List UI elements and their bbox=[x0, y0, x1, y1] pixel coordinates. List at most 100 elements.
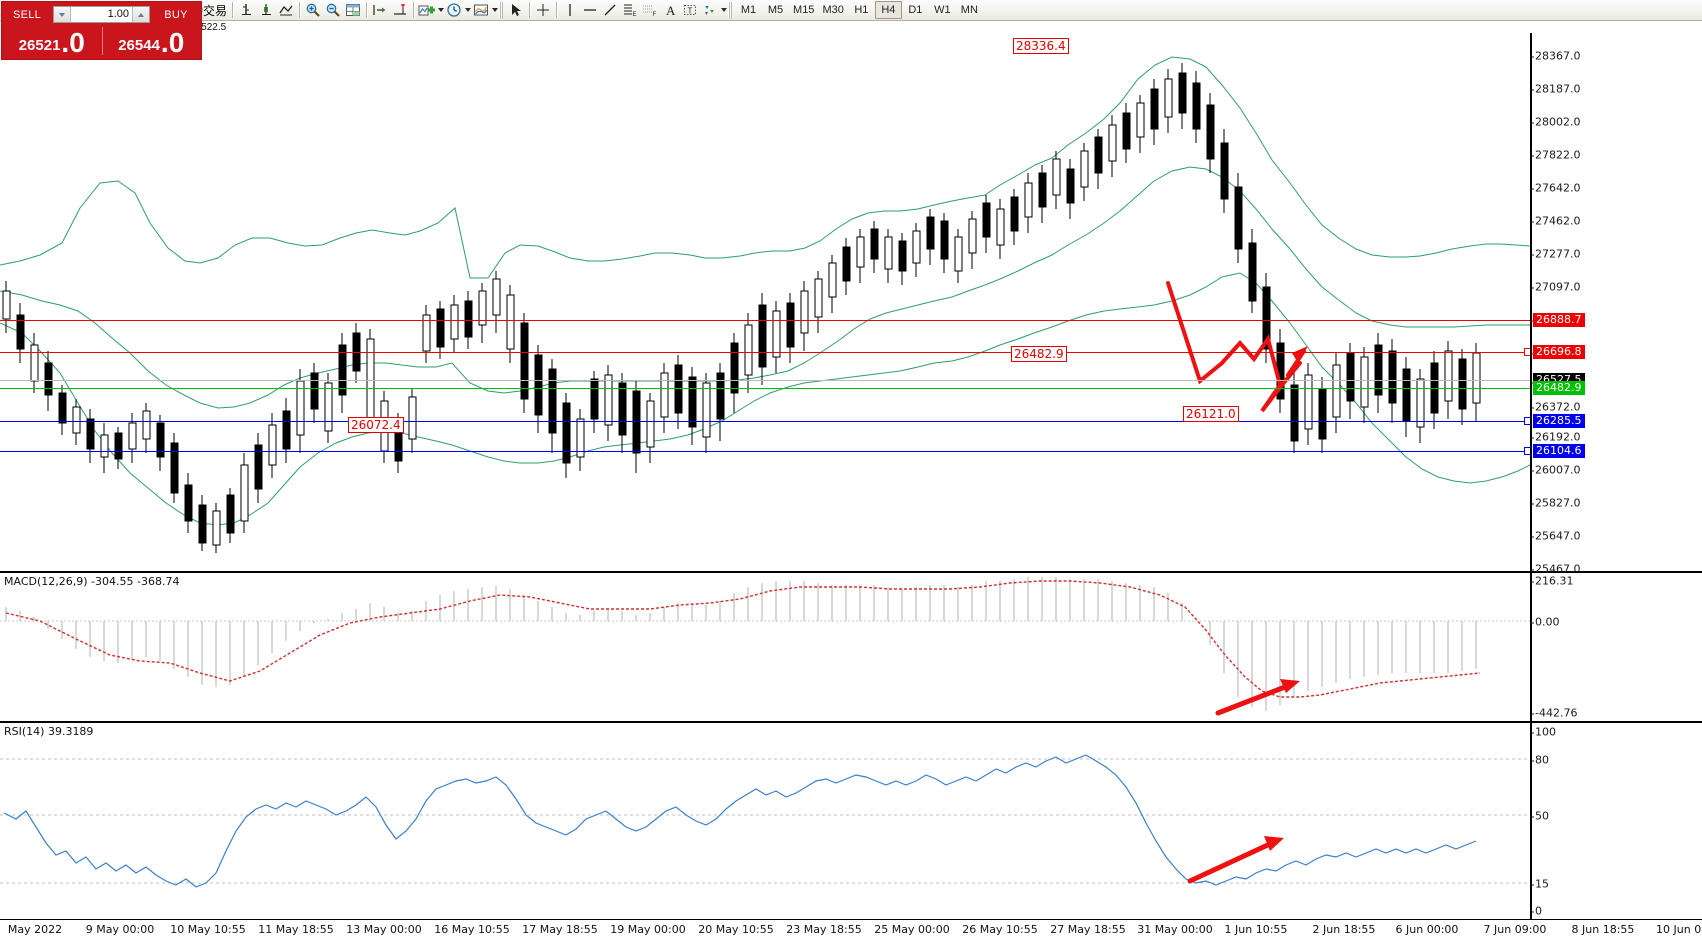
order-panel-top-row[interactable]: SELL 1.00 BUY bbox=[2, 2, 201, 25]
shapes-icon[interactable] bbox=[700, 1, 720, 20]
toolbar-separator bbox=[232, 2, 234, 18]
price-pane[interactable]: 28336.4 26482.9 26072.4 26121.0 28367.0 … bbox=[0, 33, 1702, 576]
volume-value[interactable]: 1.00 bbox=[107, 8, 129, 20]
price-tag-26888[interactable]: 26888.7 bbox=[1533, 313, 1585, 327]
price-scale[interactable]: 28367.0 28187.0 28002.0 27822.0 27642.0 … bbox=[1530, 33, 1702, 576]
line-handle-26285[interactable] bbox=[1524, 417, 1530, 425]
indicators-dropdown-caret-icon[interactable] bbox=[438, 8, 445, 12]
time-label: 16 May 10:55 bbox=[434, 923, 510, 936]
price-plot[interactable]: 28336.4 26482.9 26072.4 26121.0 bbox=[0, 33, 1530, 571]
annotation-26482[interactable]: 26482.9 bbox=[1011, 346, 1067, 362]
trend-line-icon[interactable] bbox=[600, 1, 620, 20]
buy-button[interactable]: BUY bbox=[164, 8, 188, 21]
macd-plot[interactable] bbox=[0, 573, 1530, 721]
annotation-28336[interactable]: 28336.4 bbox=[1013, 38, 1069, 54]
support-line-26285[interactable] bbox=[0, 421, 1530, 422]
horizontal-line-icon[interactable] bbox=[580, 1, 600, 20]
macd-scale[interactable]: 216.31 0.00 -442.76 bbox=[1530, 573, 1702, 721]
rsi-tick: 100 bbox=[1531, 725, 1556, 739]
price-tag-26104[interactable]: 26104.6 bbox=[1533, 444, 1585, 458]
line-handle-26104[interactable] bbox=[1524, 447, 1530, 455]
templates-icon[interactable] bbox=[471, 1, 491, 20]
line-chart-icon[interactable] bbox=[276, 1, 296, 20]
price-tag-26482[interactable]: 26482.9 bbox=[1533, 381, 1585, 395]
templates-dropdown-caret-icon[interactable] bbox=[492, 8, 499, 12]
annotation-26072[interactable]: 26072.4 bbox=[348, 417, 404, 433]
chart-container[interactable]: 28336.4 26482.9 26072.4 26121.0 28367.0 … bbox=[0, 33, 1702, 939]
toolbar-separator bbox=[366, 2, 368, 18]
vertical-line-icon[interactable] bbox=[560, 1, 580, 20]
svg-text:F: F bbox=[653, 12, 657, 18]
crosshair-bar-icon[interactable] bbox=[236, 1, 256, 20]
time-axis[interactable]: May 2022 9 May 00:00 10 May 10:55 11 May… bbox=[0, 919, 1702, 939]
zoom-in-icon[interactable] bbox=[303, 1, 323, 20]
rsi-plot[interactable] bbox=[0, 723, 1530, 919]
bollinger-lower-band bbox=[0, 272, 1530, 526]
sell-button[interactable]: SELL bbox=[12, 8, 42, 21]
macd-tick: 0.00 bbox=[1531, 615, 1560, 629]
macd-pane[interactable]: MACD(12,26,9) -304.55 -368.74 bbox=[0, 572, 1702, 722]
cursor-icon[interactable] bbox=[506, 1, 526, 20]
timeframe-d1[interactable]: D1 bbox=[908, 4, 923, 16]
toolbar-grip[interactable] bbox=[499, 1, 504, 19]
time-label: 31 May 00:00 bbox=[1137, 923, 1213, 936]
order-panel-prices[interactable]: 26521 .0 26544 .0 bbox=[2, 25, 201, 57]
resistance-line-26696[interactable] bbox=[0, 352, 1530, 353]
auto-scroll-icon[interactable] bbox=[370, 1, 390, 20]
price-tag-26696[interactable]: 26696.8 bbox=[1533, 345, 1585, 359]
period-dropdown-caret-icon[interactable] bbox=[465, 8, 472, 12]
projection-arrow-macd bbox=[1215, 682, 1293, 716]
toolbar-separator bbox=[556, 2, 558, 18]
volume-increase-icon[interactable] bbox=[132, 7, 149, 22]
crosshair-candle-icon[interactable] bbox=[256, 1, 276, 20]
volume-stepper[interactable]: 1.00 bbox=[53, 6, 150, 23]
period-icon[interactable] bbox=[444, 1, 464, 20]
support-line-26104[interactable] bbox=[0, 451, 1530, 452]
volume-decrease-icon[interactable] bbox=[54, 7, 71, 22]
crosshair-icon[interactable] bbox=[533, 1, 553, 20]
timeframe-m5[interactable]: M5 bbox=[767, 4, 784, 16]
text-icon[interactable]: A bbox=[660, 1, 680, 20]
grid-icon[interactable] bbox=[343, 1, 363, 20]
fibonacci-icon[interactable]: E bbox=[620, 1, 640, 20]
timeframe-w1[interactable]: W1 bbox=[934, 4, 951, 16]
resistance-line-26888[interactable] bbox=[0, 320, 1530, 321]
svg-text:T: T bbox=[688, 7, 693, 16]
sell-price[interactable]: 26521 .0 bbox=[2, 25, 102, 57]
time-label: 1 Jun 10:55 bbox=[1224, 923, 1288, 936]
chart-shift-icon[interactable] bbox=[390, 1, 410, 20]
timeframe-m30[interactable]: M30 bbox=[822, 4, 844, 16]
toolbar-grip[interactable] bbox=[728, 1, 733, 19]
rsi-pane[interactable]: RSI(14) 39.3189 100 80 50 15 0 bbox=[0, 722, 1702, 920]
price-tick: 27822.0 bbox=[1531, 148, 1581, 162]
shapes-dropdown-caret-icon[interactable] bbox=[721, 8, 728, 12]
time-label: 19 May 00:00 bbox=[610, 923, 686, 936]
timeframe-h1[interactable]: H1 bbox=[854, 4, 869, 16]
zoom-out-icon[interactable] bbox=[323, 1, 343, 20]
text-label-icon[interactable]: T bbox=[680, 1, 700, 20]
timeframe-m1[interactable]: M1 bbox=[740, 4, 757, 16]
price-tick: 27462.0 bbox=[1531, 214, 1581, 228]
channel-icon[interactable]: F bbox=[640, 1, 660, 20]
price-tag-26285[interactable]: 26285.5 bbox=[1533, 414, 1585, 428]
svg-text:E: E bbox=[633, 12, 637, 18]
line-handle-26696[interactable] bbox=[1524, 348, 1530, 356]
timeframe-mn[interactable]: MN bbox=[960, 4, 978, 16]
time-label: 27 May 18:55 bbox=[1050, 923, 1126, 936]
price-tick: 25647.0 bbox=[1531, 529, 1581, 543]
annotation-26121[interactable]: 26121.0 bbox=[1183, 406, 1239, 422]
rsi-scale[interactable]: 100 80 50 15 0 bbox=[1530, 723, 1702, 919]
timeframe-h4[interactable]: H4 bbox=[874, 1, 902, 19]
macd-label: MACD(12,26,9) -304.55 -368.74 bbox=[4, 575, 180, 588]
price-tick: 27277.0 bbox=[1531, 247, 1581, 261]
price-svg bbox=[0, 56, 1530, 553]
main-toolbar[interactable]: 新订单 自动交易 bbox=[0, 0, 1702, 21]
price-tick: 28367.0 bbox=[1531, 49, 1581, 63]
projection-arrowhead-rsi bbox=[1264, 836, 1284, 851]
support-line-26482[interactable] bbox=[0, 388, 1530, 389]
buy-price[interactable]: 26544 .0 bbox=[101, 25, 202, 57]
indicators-icon[interactable] bbox=[417, 1, 437, 20]
one-click-trading-panel[interactable]: SELL 1.00 BUY 26521 .0 26544 .0 bbox=[1, 1, 202, 60]
timeframe-m15[interactable]: M15 bbox=[793, 4, 815, 16]
price-tick: 26372.0 bbox=[1531, 400, 1581, 414]
